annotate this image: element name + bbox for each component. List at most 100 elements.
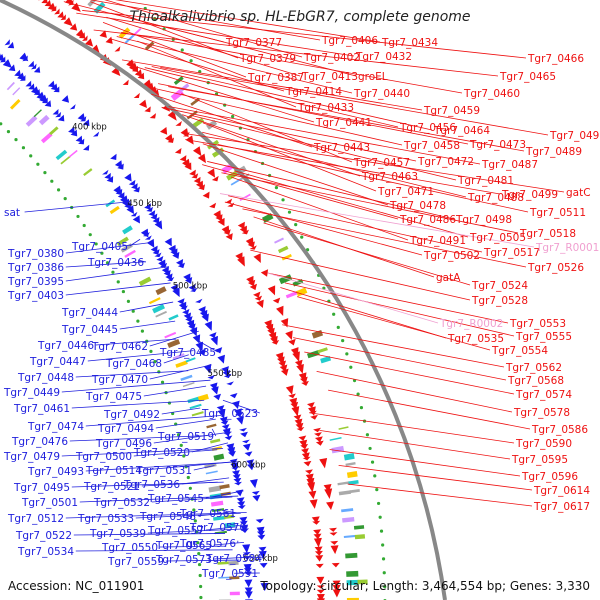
feature-block — [12, 87, 21, 96]
gene-label-inner: Tgr7_0532 — [93, 497, 150, 509]
cds-arrow — [223, 431, 232, 436]
cds-arrow — [316, 576, 325, 585]
gene-label-outer: Tgr7_0489 — [525, 146, 582, 158]
cds-arrow — [256, 526, 265, 536]
gc-dot — [381, 543, 385, 547]
cds-arrow — [209, 202, 217, 209]
gene-label-inner: Tgr7_0545 — [147, 493, 204, 505]
cds-arrow — [247, 241, 255, 248]
cds-arrow — [291, 406, 300, 417]
cds-arrow — [313, 529, 322, 536]
rna-label: Tgr7_R0002 — [439, 318, 503, 330]
cds-arrow — [50, 83, 58, 91]
feature-block — [167, 338, 181, 349]
cds-arrow — [47, 80, 55, 88]
leader-line — [65, 512, 247, 519]
leader-line — [75, 370, 189, 378]
gene-label-outer: Tgr7_0499 — [501, 189, 558, 201]
cds-arrow — [152, 216, 160, 224]
cds-arrow — [244, 579, 253, 588]
leader-line — [69, 435, 208, 442]
feature-block — [55, 149, 68, 161]
feature-block — [208, 485, 222, 493]
cds-arrow — [332, 580, 341, 588]
cds-arrow — [33, 66, 41, 73]
cds-arrow — [44, 100, 52, 107]
gene-label-inner: Tgr7_0500 — [75, 451, 132, 463]
feature-block — [224, 522, 236, 529]
gene-label-inner: Tgr7_0449 — [3, 387, 60, 399]
feature-block — [226, 170, 239, 181]
gene-label-outer: Tgr7_0614 — [533, 485, 590, 497]
leader-line — [165, 559, 240, 562]
gc-dot — [378, 515, 382, 519]
leader-line — [213, 541, 245, 546]
cds-arrow — [22, 55, 28, 62]
cds-arrow — [224, 435, 233, 441]
gene-label-outer: Tgr7_0481 — [457, 175, 514, 187]
cds-arrow — [31, 63, 37, 70]
feature-block — [189, 403, 202, 410]
gene-label-outer: Tgr7_0535 — [447, 333, 504, 345]
gc-dot — [188, 486, 192, 490]
cds-arrow — [229, 392, 238, 399]
gc-dot — [56, 188, 61, 192]
gene-label-inner: sat — [4, 207, 20, 219]
cds-arrow — [167, 137, 175, 143]
cds-arrow — [8, 64, 16, 72]
gc-dot — [149, 349, 153, 353]
gene-label-outer: Tgr7_0460 — [463, 88, 520, 100]
cds-arrow — [204, 320, 212, 331]
feature-block — [152, 303, 165, 314]
gc-dot — [379, 529, 384, 533]
cds-arrow — [308, 490, 317, 500]
cds-arrow — [19, 75, 26, 81]
cds-arrow — [131, 65, 139, 72]
feature-block — [116, 236, 129, 247]
leader-line — [61, 379, 211, 393]
leader-line — [207, 161, 455, 220]
leader-line — [75, 549, 233, 552]
feature-block — [124, 249, 136, 258]
cds-arrow — [85, 38, 94, 47]
cds-arrow — [303, 460, 312, 467]
cds-arrow — [244, 571, 253, 576]
gene-label-inner: Tgr7_0476 — [11, 436, 68, 448]
leader-line — [242, 208, 527, 268]
gc-dot — [281, 198, 285, 202]
gc-dot — [100, 251, 104, 255]
feature-block — [292, 279, 304, 287]
leader-line — [211, 428, 217, 437]
cds-arrow — [216, 405, 225, 412]
cds-arrow — [280, 368, 289, 376]
cds-arrow — [185, 316, 193, 323]
cds-arrow — [324, 488, 333, 499]
gene-label-outer: Tgr7_0413 — [301, 71, 358, 83]
leader-line — [224, 201, 423, 256]
cds-arrow — [306, 402, 315, 408]
leader-line — [229, 523, 248, 528]
cds-arrow — [285, 385, 294, 395]
gene-label-outer: Tgr7_0472 — [417, 156, 474, 168]
cds-arrow — [130, 211, 138, 217]
gene-label-outer: Tgr7_0441 — [315, 117, 372, 129]
cds-arrow — [106, 176, 114, 183]
cds-arrow — [227, 202, 235, 208]
feature-block — [341, 508, 354, 513]
feature-block — [164, 331, 177, 339]
cds-arrow — [233, 477, 242, 484]
cds-arrow — [237, 256, 245, 267]
leader-line — [309, 412, 515, 444]
kbp-markers: 400 kbp 450 kbp 500 kbp 550 kbp 600 kbp 650 k… — [72, 122, 278, 563]
gc-dot — [199, 595, 203, 600]
cds-arrow — [229, 458, 238, 465]
gc-dot — [153, 359, 157, 364]
cds-arrow — [182, 308, 190, 315]
topology-text: Topology: circular; Length: 3,464,554 bp… — [260, 579, 590, 593]
cds-arrow — [329, 527, 338, 532]
gc-dot — [126, 299, 130, 303]
leader-line — [267, 272, 439, 324]
feature-block — [138, 276, 152, 287]
gc-dot — [111, 270, 115, 274]
gene-label-inner: Tgr7_0485 — [159, 347, 216, 359]
